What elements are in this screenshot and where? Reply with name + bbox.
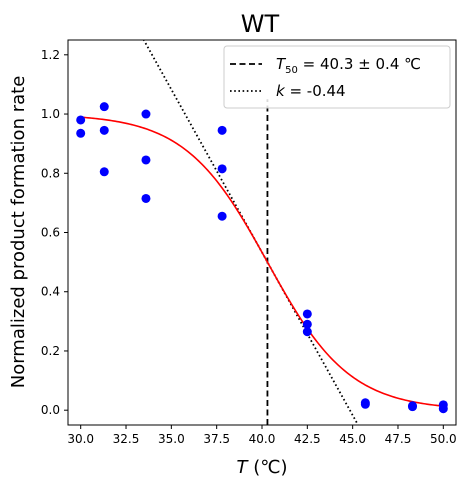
x-axis-title: T (℃) [237,457,288,478]
x-tick-label: 42.5 [294,432,321,446]
data-point [302,319,312,329]
data-point [217,125,227,135]
data-point [360,399,370,409]
y-tick-label: 0.2 [41,344,60,358]
legend-label-slope: k = -0.44 [276,82,346,100]
y-tick-label: 0.8 [41,166,60,180]
x-tick-label: 37.5 [203,432,230,446]
plot-area [76,40,448,425]
data-point [141,193,151,203]
data-point [217,211,227,221]
legend: T50 = 40.3 ± 0.4 ℃ k = -0.44 [223,45,451,109]
data-point [217,164,227,174]
y-tick-label: 0.6 [41,226,60,240]
data-point [76,128,86,138]
y-tick-label: 0.4 [41,285,60,299]
data-point [302,309,312,319]
y-tick-label: 0.0 [41,403,60,417]
x-axis: 30.0 32.5 35.0 37.5 40.0 42.5 45.0 47.5 50.0 [67,425,457,446]
y-axis-title: Normalized product formation rate [8,76,29,389]
fit-curve [80,116,444,407]
data-point [99,125,109,135]
x-tick-label: 45.0 [339,432,366,446]
data-point [141,155,151,165]
data-point [99,102,109,112]
x-tick-label: 40.0 [249,432,276,446]
data-point [141,109,151,119]
x-tick-label: 30.0 [67,432,94,446]
x-tick-label: 35.0 [158,432,185,446]
data-point [438,404,448,414]
legend-label-t50: T50 = 40.3 ± 0.4 ℃ [276,55,421,76]
x-tick-label: 47.5 [385,432,412,446]
y-tick-label: 1.0 [41,107,60,121]
legend-box [223,45,451,109]
x-tick-label: 50.0 [430,432,457,446]
x-tick-label: 32.5 [113,432,140,446]
data-point [76,115,86,125]
y-axis: 0.0 0.2 0.4 0.6 0.8 1.0 1.2 [41,48,68,417]
data-point [302,327,312,337]
y-tick-label: 1.2 [41,48,60,62]
chart-title: WT [241,10,280,38]
data-point [407,402,417,412]
data-point [99,167,109,177]
